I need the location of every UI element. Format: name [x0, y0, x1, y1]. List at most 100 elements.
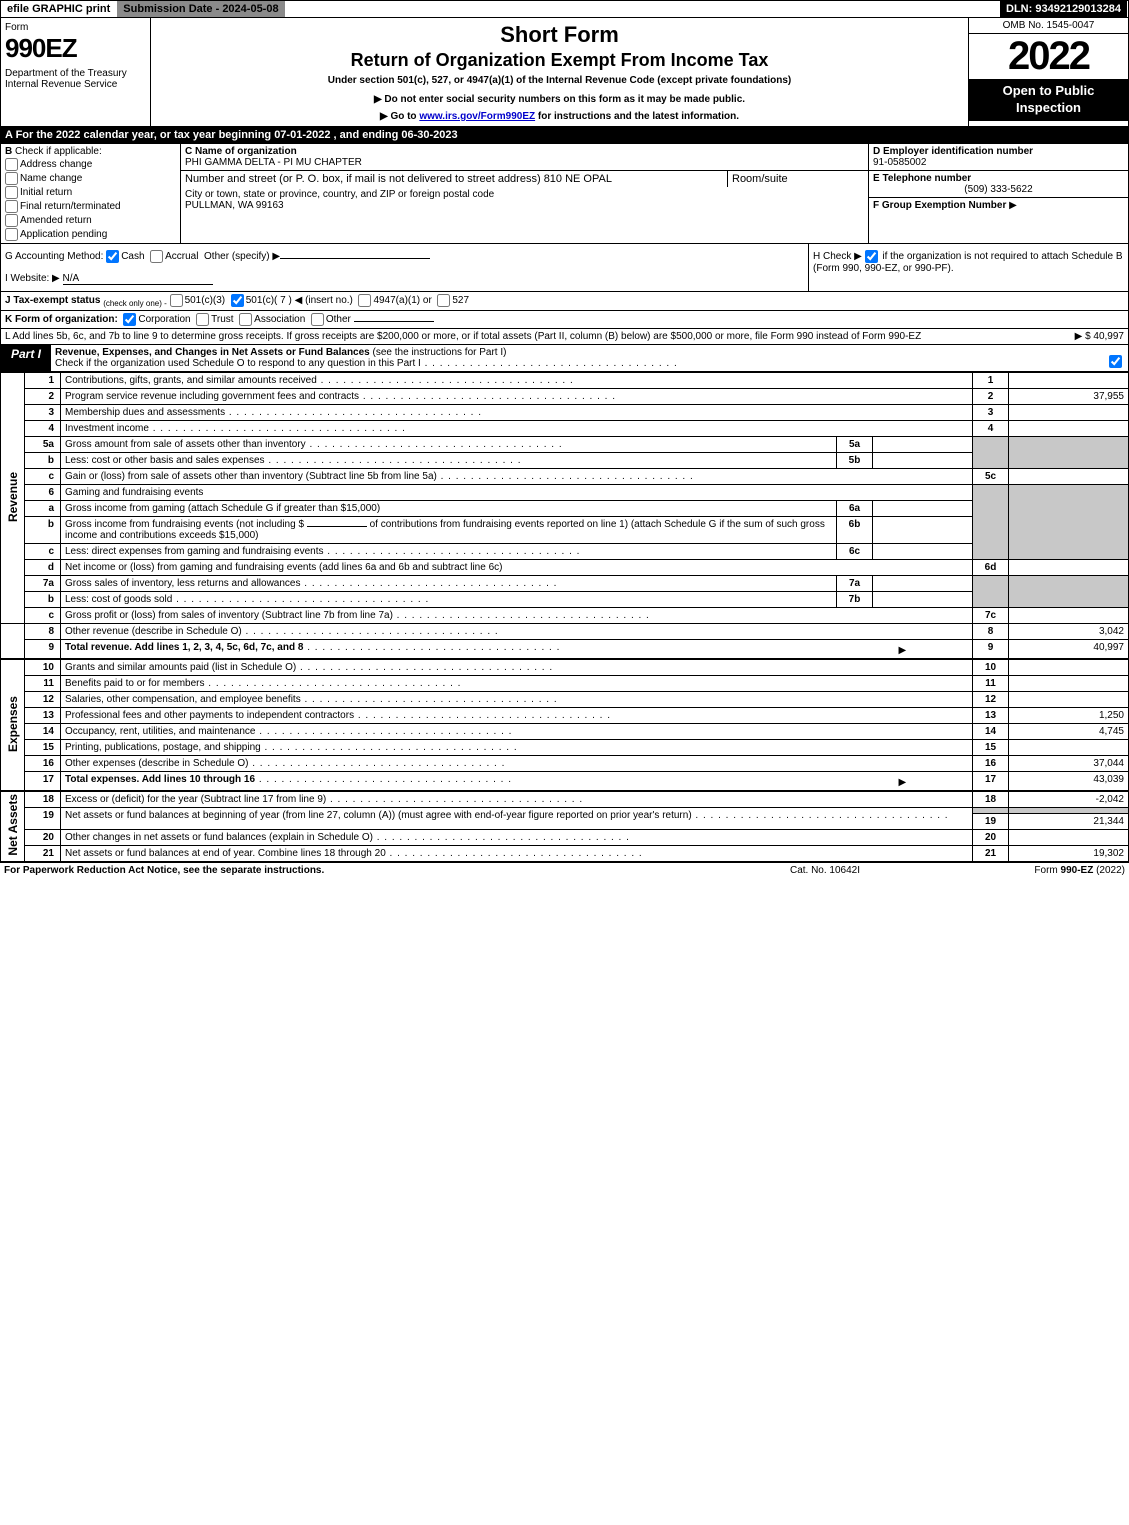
- line5a-subval: [873, 437, 973, 453]
- line6d-val: [1009, 560, 1129, 576]
- spacer: [286, 1, 1000, 17]
- line6a-subval: [873, 501, 973, 517]
- line5c-rnum: 5c: [973, 469, 1009, 485]
- line21-val: 19,302: [1009, 845, 1129, 861]
- other-specify[interactable]: [280, 258, 430, 259]
- k-other-check[interactable]: [311, 313, 324, 326]
- i-label: I Website: ▶: [5, 273, 60, 284]
- row-l: L Add lines 5b, 6c, and 7b to line 9 to …: [0, 329, 1129, 345]
- k-other: Other: [326, 314, 351, 325]
- k-corp: Corporation: [138, 314, 190, 325]
- line1-desc: Contributions, gifts, grants, and simila…: [61, 373, 973, 389]
- k-other-line[interactable]: [354, 321, 434, 322]
- line7c-desc: Gross profit or (loss) from sales of inv…: [61, 608, 973, 624]
- f3-pre: Form: [1034, 865, 1060, 876]
- k-trust: Trust: [211, 314, 233, 325]
- line3-val: [1009, 405, 1129, 421]
- footer-catno: Cat. No. 10642I: [725, 865, 925, 876]
- k-trust-check[interactable]: [196, 313, 209, 326]
- part1-check[interactable]: [1104, 345, 1128, 371]
- j-527: 527: [452, 295, 469, 306]
- line5ab-shadeval: [1009, 437, 1129, 469]
- line12-rnum: 12: [973, 692, 1009, 708]
- line18-desc: Excess or (deficit) for the year (Subtra…: [61, 792, 973, 808]
- street-label: Number and street (or P. O. box, if mail…: [185, 173, 541, 185]
- address-change-check[interactable]: Address change: [5, 158, 176, 171]
- line9-val: 40,997: [1009, 640, 1129, 659]
- cash-check[interactable]: [106, 250, 119, 263]
- irs-link[interactable]: www.irs.gov/Form990EZ: [419, 111, 535, 122]
- efile-print-button[interactable]: efile GRAPHIC print: [1, 1, 117, 17]
- website-val: N/A: [63, 273, 213, 285]
- line5a-sub: 5a: [837, 437, 873, 453]
- line5c-val: [1009, 469, 1129, 485]
- line9-num: 9: [25, 640, 61, 659]
- j-527-check[interactable]: [437, 294, 450, 307]
- line1-rnum: 1: [973, 373, 1009, 389]
- line17-rnum: 17: [973, 772, 1009, 791]
- j-4947-check[interactable]: [358, 294, 371, 307]
- line18-val: -2,042: [1009, 792, 1129, 808]
- h-check[interactable]: [865, 250, 878, 263]
- form-label: Form: [5, 22, 146, 33]
- street-cell: Number and street (or P. O. box, if mail…: [181, 171, 728, 187]
- line2-num: 2: [25, 389, 61, 405]
- group-exemption-cell: F Group Exemption Number ▶: [869, 198, 1128, 243]
- ein-label: D Employer identification number: [873, 146, 1033, 157]
- line7a-num: 7a: [25, 576, 61, 592]
- row-k: K Form of organization: Corporation Trus…: [0, 311, 1129, 329]
- line20-rnum: 20: [973, 829, 1009, 845]
- line14-num: 14: [25, 724, 61, 740]
- final-return-check[interactable]: Final return/terminated: [5, 200, 176, 213]
- line7ab-shadeval: [1009, 576, 1129, 608]
- line12-num: 12: [25, 692, 61, 708]
- accrual-label: Accrual: [165, 251, 198, 262]
- goto-post: for instructions and the latest informat…: [535, 111, 739, 122]
- header-center: Short Form Return of Organization Exempt…: [151, 18, 968, 126]
- j-501c7-check[interactable]: [231, 294, 244, 307]
- name-change-check[interactable]: Name change: [5, 172, 176, 185]
- line18-num: 18: [25, 792, 61, 808]
- street-val: 810 NE OPAL: [544, 173, 612, 185]
- initial-return-check[interactable]: Initial return: [5, 186, 176, 199]
- line1-val: [1009, 373, 1129, 389]
- line10-rnum: 10: [973, 660, 1009, 676]
- line6c-desc: Less: direct expenses from gaming and fu…: [61, 544, 837, 560]
- l-text: L Add lines 5b, 6c, and 7b to line 9 to …: [5, 331, 921, 342]
- line6b-desc: Gross income from fundraising events (no…: [61, 517, 837, 544]
- org-name: PHI GAMMA DELTA - PI MU CHAPTER: [185, 157, 362, 168]
- k-assoc-check[interactable]: [239, 313, 252, 326]
- line5b-desc: Less: cost or other basis and sales expe…: [61, 453, 837, 469]
- line6b-subval: [873, 517, 973, 544]
- revenue-vlabel2: [1, 624, 25, 659]
- line6d-desc: Net income or (loss) from gaming and fun…: [61, 560, 973, 576]
- line3-desc: Membership dues and assessments: [61, 405, 973, 421]
- line8-num: 8: [25, 624, 61, 640]
- f3-post: (2022): [1093, 865, 1125, 876]
- line9-rnum: 9: [973, 640, 1009, 659]
- application-pending-check[interactable]: Application pending: [5, 228, 176, 241]
- line21-num: 21: [25, 845, 61, 861]
- k-label: K Form of organization:: [5, 314, 118, 325]
- netassets-vlabel: Net Assets: [1, 792, 25, 862]
- accrual-check[interactable]: [150, 250, 163, 263]
- amended-return-check[interactable]: Amended return: [5, 214, 176, 227]
- line14-val: 4,745: [1009, 724, 1129, 740]
- line10-num: 10: [25, 660, 61, 676]
- goto-pre: ▶ Go to: [380, 111, 419, 122]
- line7a-sub: 7a: [837, 576, 873, 592]
- line6c-subval: [873, 544, 973, 560]
- line2-rnum: 2: [973, 389, 1009, 405]
- room-cell: Room/suite: [728, 171, 868, 187]
- j-sub: (check only one) -: [103, 299, 167, 308]
- header-left: Form 990EZ Department of the Treasury In…: [1, 18, 151, 126]
- row-a-taxyear: A For the 2022 calendar year, or tax yea…: [0, 127, 1129, 144]
- line19-rnum: 19: [973, 813, 1009, 829]
- j-501c3-check[interactable]: [170, 294, 183, 307]
- j-4947: 4947(a)(1) or: [373, 295, 431, 306]
- line3-rnum: 3: [973, 405, 1009, 421]
- k-corp-check[interactable]: [123, 313, 136, 326]
- f3-bold: 990-EZ: [1061, 865, 1094, 876]
- col-def: D Employer identification number 91-0585…: [868, 144, 1128, 243]
- tel-val: (509) 333-5622: [873, 184, 1124, 195]
